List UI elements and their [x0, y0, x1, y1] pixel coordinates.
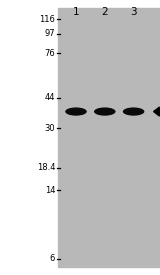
- Polygon shape: [154, 107, 160, 116]
- Ellipse shape: [94, 108, 116, 116]
- Text: 44: 44: [45, 93, 55, 102]
- Ellipse shape: [123, 108, 144, 116]
- Ellipse shape: [65, 108, 87, 116]
- Text: 97: 97: [45, 29, 55, 38]
- Text: 116: 116: [39, 15, 55, 24]
- Bar: [58, 8, 160, 267]
- Text: 18.4: 18.4: [37, 163, 55, 172]
- Text: 30: 30: [45, 124, 55, 133]
- Text: 2: 2: [101, 7, 108, 17]
- Text: 6: 6: [50, 254, 55, 263]
- Text: 14: 14: [45, 186, 55, 194]
- Text: 3: 3: [130, 7, 137, 17]
- Text: 76: 76: [44, 49, 55, 58]
- Text: 1: 1: [73, 7, 79, 17]
